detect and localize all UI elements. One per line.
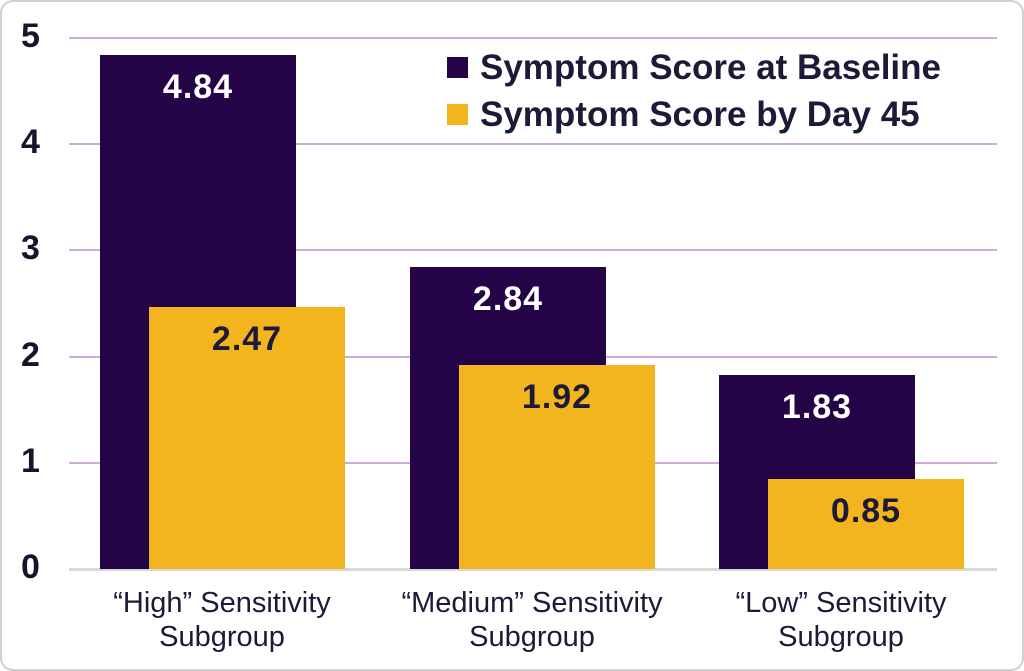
legend-swatch-icon xyxy=(447,57,468,78)
x-axis-category-line: “Low” Sensitivity xyxy=(735,587,947,619)
legend-item: Symptom Score by Day 45 xyxy=(447,91,941,138)
legend-item: Symptom Score at Baseline xyxy=(447,44,941,91)
x-axis-line xyxy=(69,568,997,571)
gridline xyxy=(69,37,997,39)
legend-label: Symptom Score at Baseline xyxy=(480,47,941,87)
bar-value-label: 1.83 xyxy=(781,388,853,426)
bar-value-label: 4.84 xyxy=(162,68,234,106)
bar-value-label: 0.85 xyxy=(830,492,902,530)
y-tick-label: 5 xyxy=(21,17,41,55)
bar-day45: 2.47 xyxy=(149,307,345,569)
bar-value-label: 2.47 xyxy=(211,320,283,358)
x-axis-category-line: Subgroup xyxy=(778,621,904,653)
bar-day45: 0.85 xyxy=(768,479,964,569)
y-tick-label: 3 xyxy=(21,229,41,267)
bar-value-label: 1.92 xyxy=(521,378,593,416)
legend: Symptom Score at Baseline Symptom Score b… xyxy=(447,44,941,138)
y-tick-label: 0 xyxy=(21,548,41,586)
bar-day45: 1.92 xyxy=(459,365,655,569)
gridline xyxy=(69,249,997,251)
y-tick-label: 1 xyxy=(21,442,41,480)
legend-swatch-icon xyxy=(447,104,468,125)
x-axis-category-label: “Medium” Sensitivity Subgroup xyxy=(362,586,702,654)
x-axis-category-label: “High” Sensitivity Subgroup xyxy=(52,586,392,654)
legend-label: Symptom Score by Day 45 xyxy=(480,94,920,134)
gridline xyxy=(69,143,997,145)
y-tick-label: 4 xyxy=(21,123,41,161)
y-tick-label: 2 xyxy=(21,336,41,374)
x-axis-category-label: “Low” Sensitivity Subgroup xyxy=(671,586,1011,654)
x-axis-category-line: Subgroup xyxy=(159,621,285,653)
x-axis-category-line: “High” Sensitivity xyxy=(113,587,331,619)
x-axis-category-line: Subgroup xyxy=(469,621,595,653)
x-axis-category-line: “Medium” Sensitivity xyxy=(401,587,663,619)
bar-value-label: 2.84 xyxy=(472,280,544,318)
